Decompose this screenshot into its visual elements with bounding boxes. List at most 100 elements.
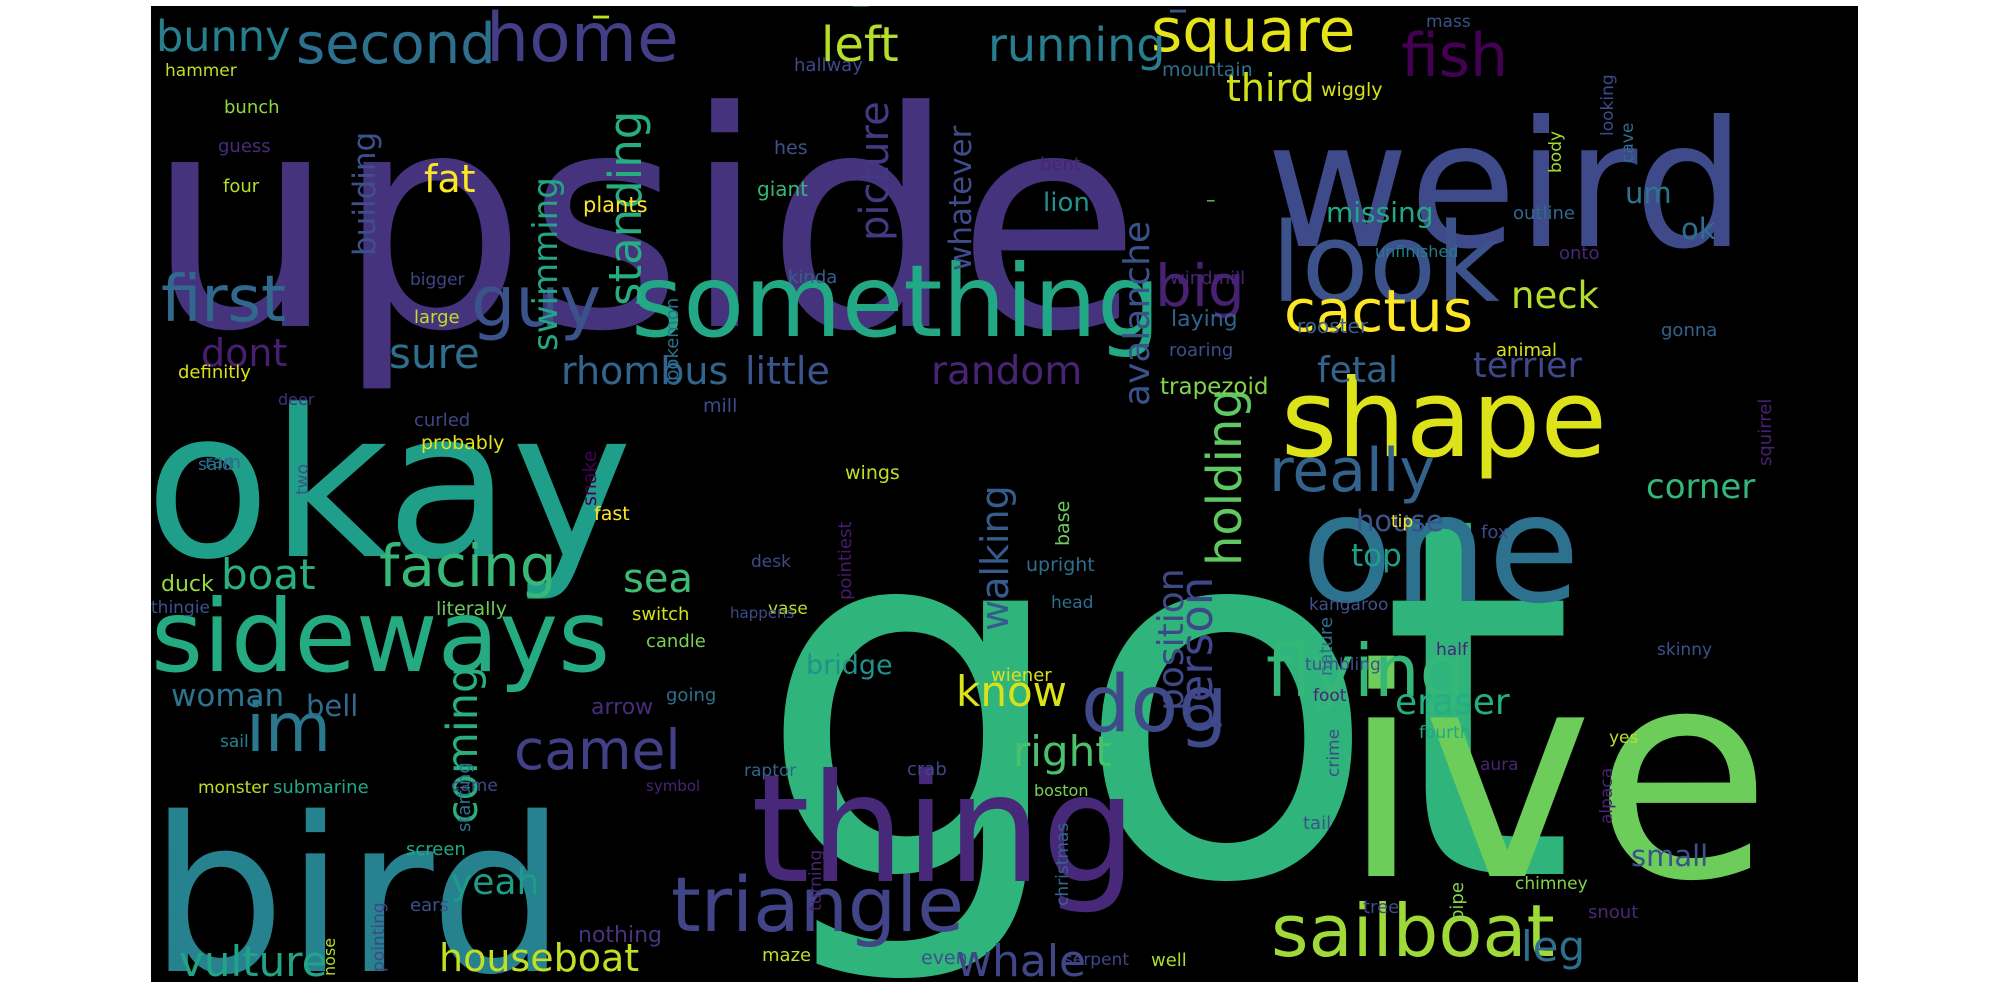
word-cloud-word: guy (471, 261, 601, 343)
word-cloud-word: yeah (451, 862, 539, 903)
word-cloud-word: roaring (1169, 340, 1233, 361)
word-cloud-word: squirrel (1755, 399, 1776, 466)
word-cloud-word: mountain (1162, 59, 1253, 81)
word-cloud-word: unfinished (1375, 242, 1458, 261)
word-cloud-word: rhombus (561, 349, 728, 393)
word-cloud-word: one (1301, 463, 1580, 637)
word-cloud-background (151, 6, 1858, 982)
word-cloud-word: something (631, 243, 1160, 360)
word-cloud-word: missing (1326, 196, 1434, 229)
word-cloud-word: sure (389, 329, 480, 378)
word-cloud-word: nose (320, 938, 339, 976)
word-cloud-word: crab (907, 759, 947, 780)
word-cloud-word: little (745, 349, 830, 393)
word-cloud-word: plants (583, 193, 648, 217)
word-cloud-word: leg (1521, 922, 1585, 971)
word-cloud-word: ok (1681, 212, 1716, 246)
word-cloud-word: yes (1609, 728, 1639, 748)
word-cloud-word: really (1269, 436, 1435, 506)
word-cloud-word: wiener (991, 665, 1052, 686)
word-cloud-word: pointing (369, 902, 389, 972)
word-cloud-word: crime (1324, 729, 1344, 777)
word-cloud-word: pipe (1447, 882, 1468, 921)
word-cloud-word: foot (1313, 686, 1347, 706)
word-cloud-word: hallway (794, 55, 863, 76)
word-cloud-word: trapezoid (1160, 374, 1268, 400)
word-cloud-word: ears (410, 895, 449, 916)
word-cloud-word: avalanche (1117, 221, 1158, 406)
word-cloud-word: sailboat (1271, 889, 1555, 973)
word-cloud-word: standing (599, 111, 652, 306)
word-cloud-word: dog (1081, 660, 1228, 750)
word-cloud-word: second (296, 12, 496, 77)
word-cloud-word: walking (973, 485, 1017, 631)
word-cloud-word: swimming (526, 177, 566, 351)
word-cloud-word: sail (220, 732, 249, 752)
word-cloud-word: neck (1511, 274, 1600, 317)
word-cloud-word: left (821, 17, 899, 73)
word-cloud-word: hammer (165, 61, 237, 81)
word-cloud-word: animal (1496, 340, 1557, 361)
word-cloud-word: square (1151, 6, 1355, 66)
word-cloud-word: triangle (671, 860, 964, 949)
word-cloud-word: third (1226, 66, 1315, 110)
word-cloud-word: fish (1401, 21, 1508, 91)
word-cloud-word: right (1013, 727, 1112, 776)
word-cloud-word: bent (1040, 154, 1081, 175)
word-cloud-word: shape (1281, 357, 1607, 482)
word-cloud-word: building (347, 132, 383, 256)
word-cloud-word: hes (774, 137, 808, 159)
word-cloud-word: vase (768, 599, 808, 619)
word-cloud-word: know (956, 667, 1067, 716)
word-cloud-word: boat (221, 550, 316, 599)
word-cloud-word: bell (306, 689, 358, 723)
word-cloud-word: snout (1588, 902, 1638, 923)
word-cloud-word: position (1151, 568, 1192, 711)
word-cloud-word: home (486, 6, 679, 78)
word-cloud-word: sea (623, 556, 693, 602)
word-cloud-word: top (1351, 538, 1402, 574)
word-cloud-word: alpaca (1597, 768, 1617, 824)
word-cloud-word: house (1356, 504, 1443, 538)
word-cloud-word: terrier (1473, 346, 1583, 386)
word-cloud-word: pointiest (835, 522, 856, 600)
word-cloud-word: boston (1034, 781, 1088, 800)
word-cloud-word: whale (956, 936, 1086, 982)
word-cloud-word: ive (1341, 608, 1772, 945)
word-cloud-word: whatever (943, 125, 979, 271)
word-cloud-word: looking (1598, 74, 1618, 136)
word-cloud-word: screen (406, 839, 466, 860)
word-cloud-word: bunch (224, 97, 280, 118)
word-cloud-word: cactus (1284, 277, 1473, 345)
word-cloud-word: symbol (646, 777, 700, 795)
word-cloud-word: kangaroo (1309, 595, 1388, 615)
word-cloud-word: fetal (1317, 350, 1398, 391)
word-cloud-word: cave (1618, 123, 1638, 163)
word-cloud-word: bunny (156, 12, 291, 62)
word-cloud-word: desk (751, 552, 791, 572)
word-cloud-word: curled (414, 410, 470, 431)
word-cloud-word: upright (1026, 554, 1095, 576)
word-cloud-word: switch (632, 604, 689, 625)
word-cloud-word: going (666, 685, 716, 706)
word-cloud-word: gonna (1661, 320, 1717, 341)
word-cloud-word: starting (454, 762, 475, 832)
word-cloud-word: wiggly (1321, 79, 1382, 101)
word-cloud-word: lion (1043, 188, 1090, 218)
word-cloud-word: corner (1646, 467, 1755, 507)
word-cloud-word: vulture (179, 937, 327, 982)
word-cloud-word: look (1271, 199, 1500, 327)
word-cloud-word: two (293, 464, 313, 495)
word-cloud-word: picture (852, 101, 898, 241)
word-cloud-word: base (1052, 501, 1074, 546)
word-cloud-word: facing (379, 532, 557, 600)
word-cloud-word: arrow (591, 695, 653, 720)
word-cloud-word: dont (201, 331, 287, 375)
word-cloud-word: sideways (151, 578, 610, 695)
word-cloud-word: – (1168, 6, 1188, 32)
word-cloud-word: random (931, 349, 1082, 394)
word-cloud-word: raptor (744, 761, 796, 781)
word-cloud-word: submarine (273, 777, 369, 798)
word-cloud-word: bird (151, 771, 566, 982)
word-cloud-word: onto (1559, 243, 1600, 264)
